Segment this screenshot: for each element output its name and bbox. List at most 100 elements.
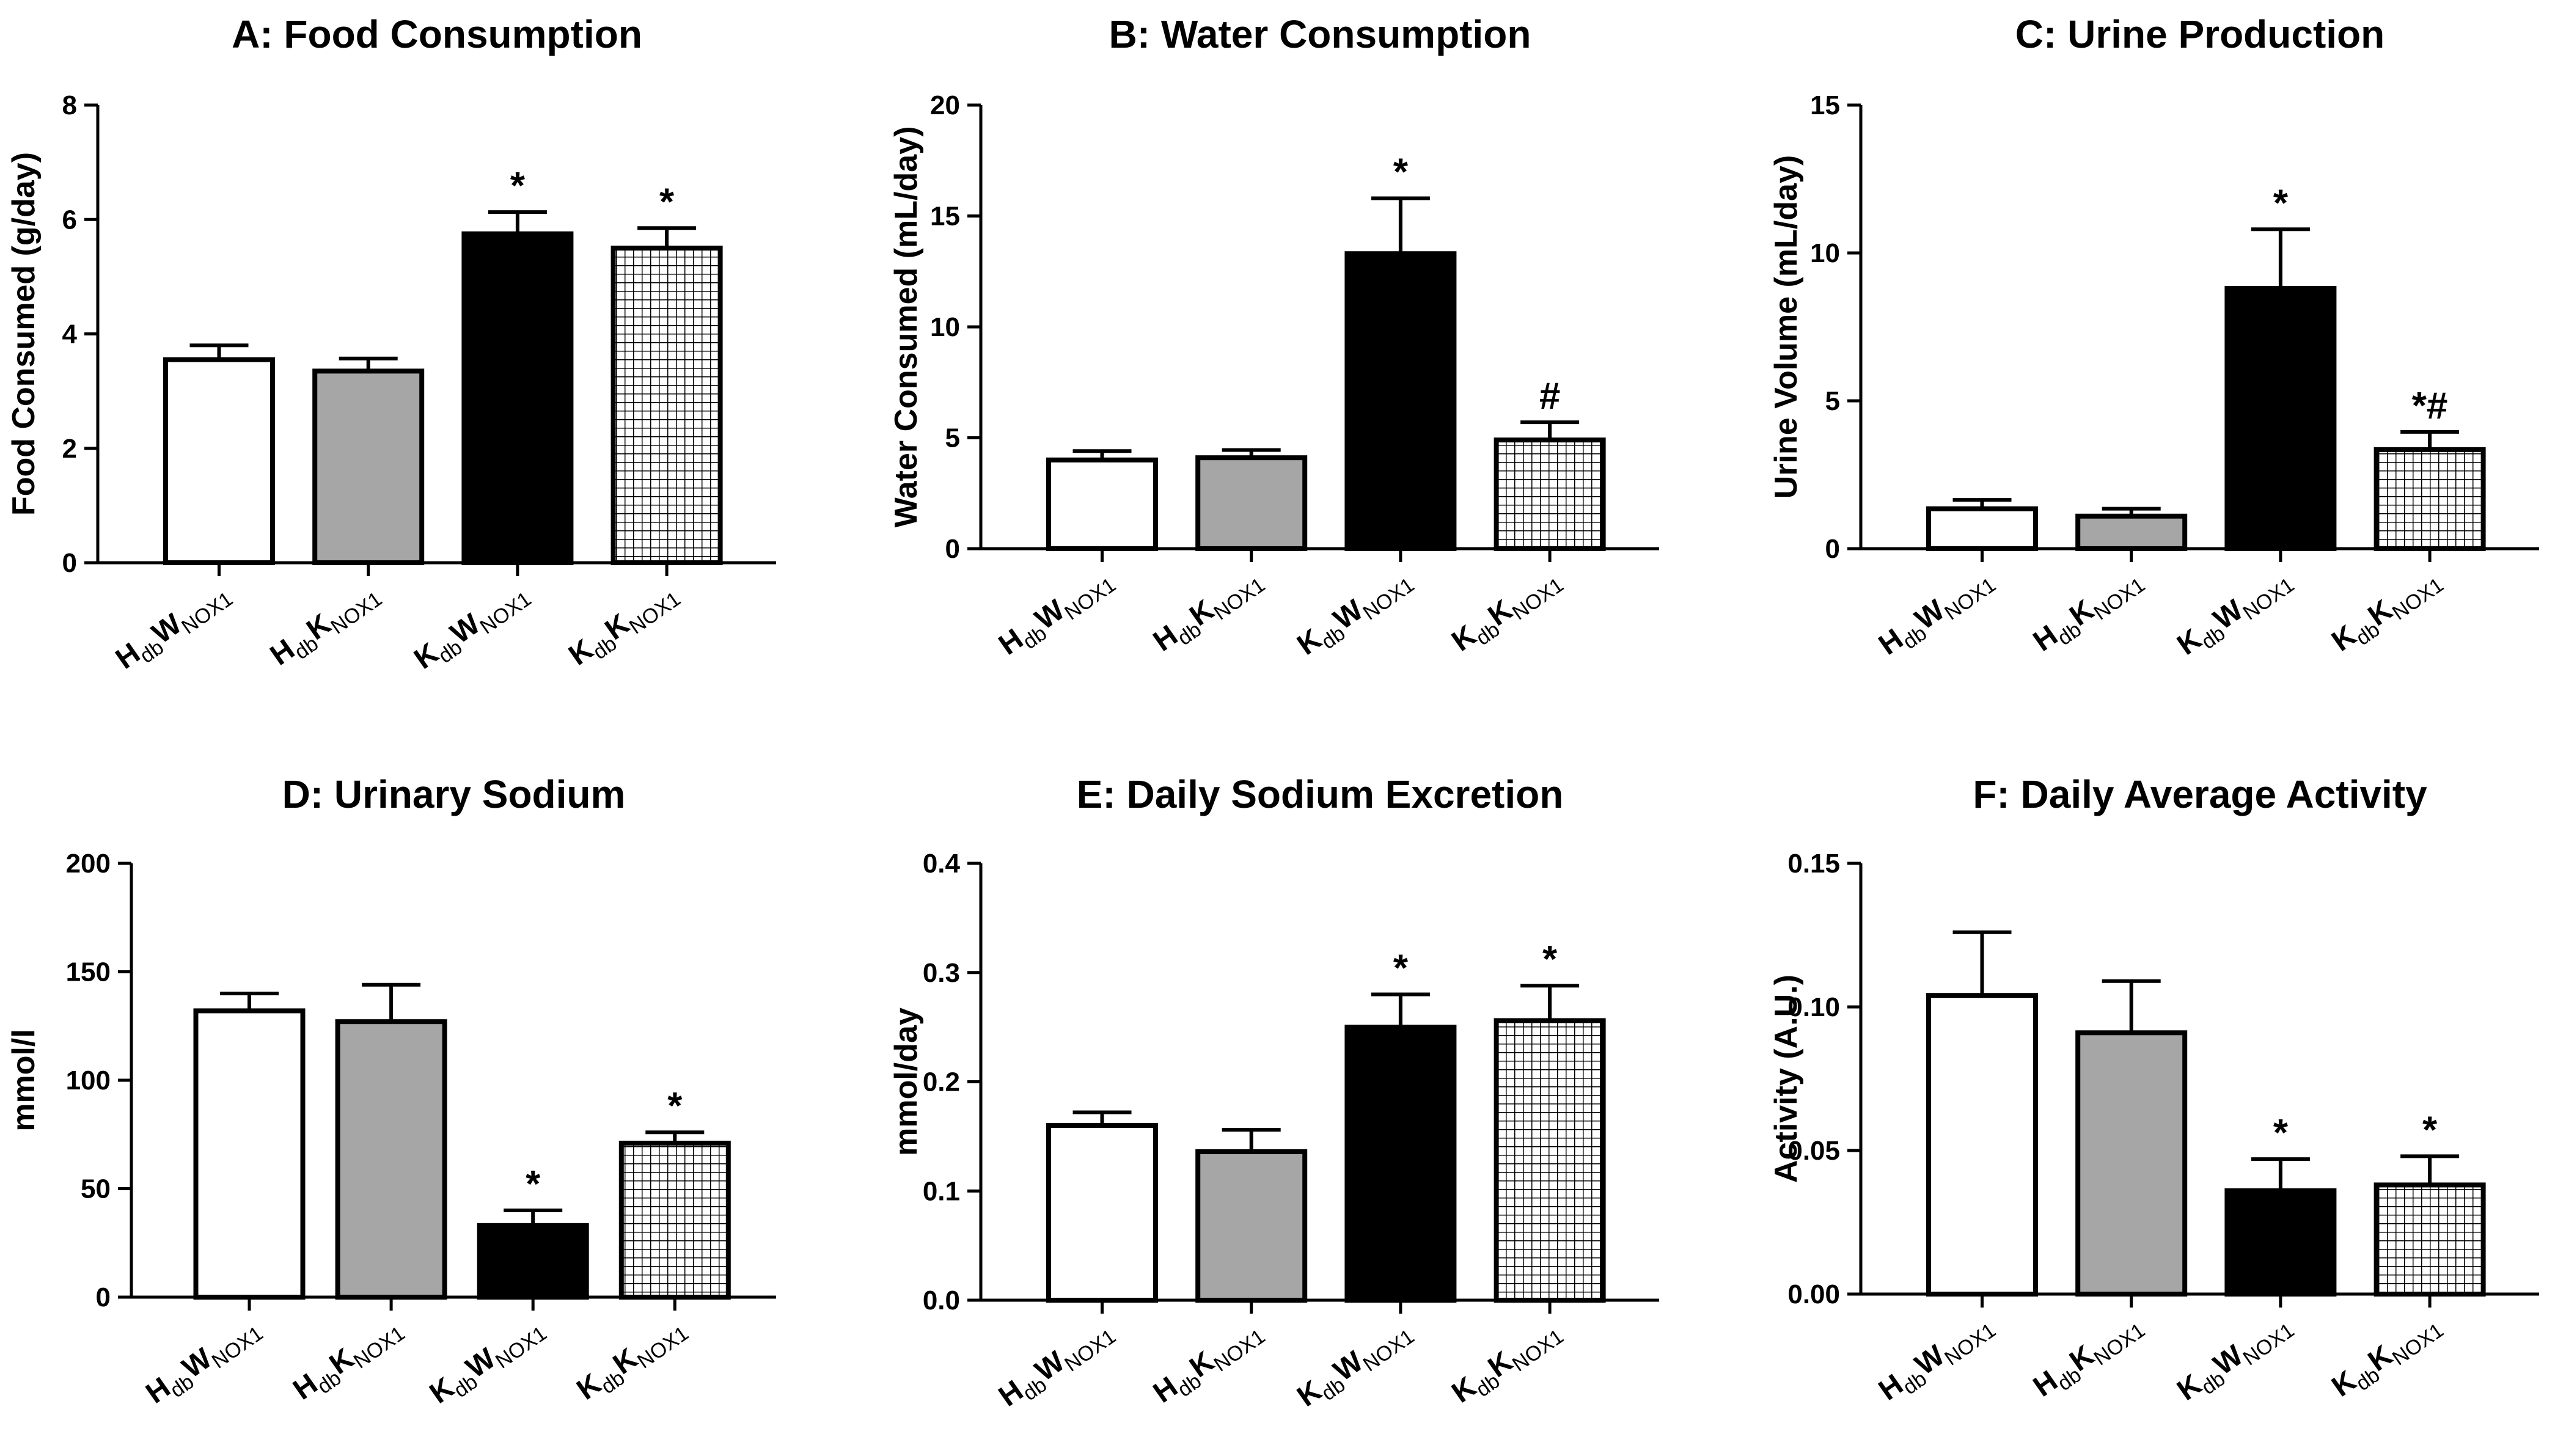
x-tick-label: KdbKNOX1 <box>1446 1313 1567 1414</box>
panel-f: F: Daily Average Activity Activity (A.U.)… <box>1769 772 2539 1411</box>
bar <box>1195 1149 1308 1303</box>
significance-mark: * <box>2422 1109 2438 1151</box>
x-tick-label: HdbKNOX1 <box>287 1310 409 1411</box>
x-tick-label: KdbKNOX1 <box>563 576 684 676</box>
x-tick-label: HdbWNOX1 <box>1873 562 2000 666</box>
y-tick-label: 0.3 <box>923 958 960 988</box>
bar <box>1046 457 1158 551</box>
panel-title: D: Urinary Sodium <box>282 772 626 816</box>
bar <box>1494 437 1606 551</box>
bar <box>1046 1123 1158 1303</box>
significance-mark: # <box>1539 375 1560 417</box>
y-tick-label: 10 <box>1810 238 1840 268</box>
bar <box>1926 506 2038 551</box>
bar <box>2075 513 2188 552</box>
x-tick-label: KdbWNOX1 <box>424 1310 551 1414</box>
x-tick-label: KdbKNOX1 <box>2326 1307 2447 1408</box>
bar <box>2075 1030 2188 1297</box>
bar <box>312 368 425 565</box>
significance-mark: * <box>667 1085 683 1127</box>
significance-mark: * <box>2273 1112 2289 1154</box>
bar <box>477 1223 589 1300</box>
y-tick-label: 0.0 <box>923 1286 960 1315</box>
bar <box>610 246 723 565</box>
y-tick-label: 200 <box>66 849 111 879</box>
panel-title: B: Water Consumption <box>1109 12 1531 56</box>
panel-title: F: Daily Average Activity <box>1973 772 2427 816</box>
bar <box>335 1019 447 1300</box>
y-tick-label: 15 <box>930 202 960 232</box>
significance-mark: * <box>1393 948 1409 990</box>
y-axis-label: Food Consumed (g/day) <box>6 152 42 516</box>
y-axis-label: mmol/day <box>889 1008 924 1156</box>
x-tick-label: KdbWNOX1 <box>1291 1313 1418 1418</box>
y-tick-label: 8 <box>62 90 77 120</box>
y-tick-label: 2 <box>62 434 77 464</box>
x-tick-label: HdbKNOX1 <box>2028 1307 2149 1408</box>
x-tick-label: KdbWNOX1 <box>2171 1307 2298 1411</box>
bar <box>2224 286 2337 551</box>
bar <box>193 1008 306 1300</box>
y-tick-label: 4 <box>62 320 78 349</box>
y-tick-label: 0 <box>945 534 960 564</box>
bar <box>1926 993 2038 1297</box>
bar <box>163 357 275 565</box>
x-tick-label: HdbWNOX1 <box>993 1313 1120 1418</box>
panel-b: B: Water Consumption Water Consumed (mL/d… <box>889 12 1659 666</box>
significance-mark: * <box>2273 182 2289 224</box>
panel-c: C: Urine Production Urine Volume (mL/day)… <box>1769 12 2539 666</box>
panel-title: C: Urine Production <box>2015 12 2385 56</box>
y-tick-label: 50 <box>81 1174 111 1204</box>
bar <box>2224 1188 2337 1297</box>
panel-e: E: Daily Sodium Excretion mmol/day 0.0 0.1 0… <box>889 772 1659 1418</box>
x-tick-label: HdbKNOX1 <box>2028 562 2149 662</box>
panel-title: E: Daily Sodium Excretion <box>1077 772 1564 816</box>
bar <box>618 1140 731 1300</box>
bar <box>1344 1025 1457 1303</box>
significance-mark: * <box>659 181 675 223</box>
significance-mark: * <box>1393 151 1409 193</box>
bar <box>1344 251 1457 551</box>
x-tick-label: KdbKNOX1 <box>571 1310 693 1411</box>
y-tick-label: 0.2 <box>923 1067 960 1097</box>
y-tick-label: 0.05 <box>1787 1136 1840 1166</box>
y-tick-label: 10 <box>930 312 960 342</box>
significance-mark: * <box>1542 938 1558 981</box>
x-tick-label: HdbKNOX1 <box>1148 562 1269 662</box>
x-tick-label: HdbKNOX1 <box>1148 1313 1269 1414</box>
y-tick-label: 0 <box>96 1282 111 1312</box>
significance-mark: * <box>510 165 526 207</box>
bar <box>2374 1182 2486 1297</box>
y-tick-label: 20 <box>930 90 960 120</box>
panel-d: D: Urinary Sodium mmol/l 0 50 100 150 200 HdbWN… <box>6 772 776 1414</box>
y-tick-label: 0.00 <box>1787 1279 1840 1309</box>
y-tick-label: 0 <box>62 548 77 578</box>
y-tick-label: 0.1 <box>923 1176 960 1206</box>
y-tick-label: 5 <box>945 423 960 453</box>
y-tick-label: 15 <box>1810 90 1840 120</box>
x-tick-label: KdbWNOX1 <box>2171 562 2298 666</box>
y-axis-label: Urine Volume (mL/day) <box>1769 155 1804 499</box>
y-tick-label: 0.10 <box>1787 992 1840 1022</box>
x-tick-label: HdbWNOX1 <box>141 1310 268 1414</box>
x-tick-label: KdbWNOX1 <box>1291 562 1418 666</box>
panel-a: A: Food Consumption Food Consumed (g/day)… <box>6 12 776 680</box>
y-tick-label: 0 <box>1825 534 1840 564</box>
panel-title: A: Food Consumption <box>232 12 642 56</box>
y-tick-label: 0.15 <box>1787 849 1840 879</box>
x-tick-label: KdbKNOX1 <box>2326 562 2447 662</box>
bar <box>461 231 574 565</box>
y-tick-label: 5 <box>1825 386 1840 416</box>
x-tick-label: HdbWNOX1 <box>1873 1307 2000 1411</box>
y-tick-label: 150 <box>66 957 111 987</box>
bar <box>2374 447 2486 551</box>
y-tick-label: 0.4 <box>923 849 961 879</box>
y-axis-label: Water Consumed (mL/day) <box>889 126 924 528</box>
bar <box>1195 455 1308 551</box>
x-tick-label: HdbWNOX1 <box>993 562 1120 666</box>
significance-mark: * <box>526 1163 541 1205</box>
significance-mark: *# <box>2412 385 2448 427</box>
x-tick-label: HdbWNOX1 <box>110 576 237 680</box>
bar <box>1494 1018 1606 1303</box>
